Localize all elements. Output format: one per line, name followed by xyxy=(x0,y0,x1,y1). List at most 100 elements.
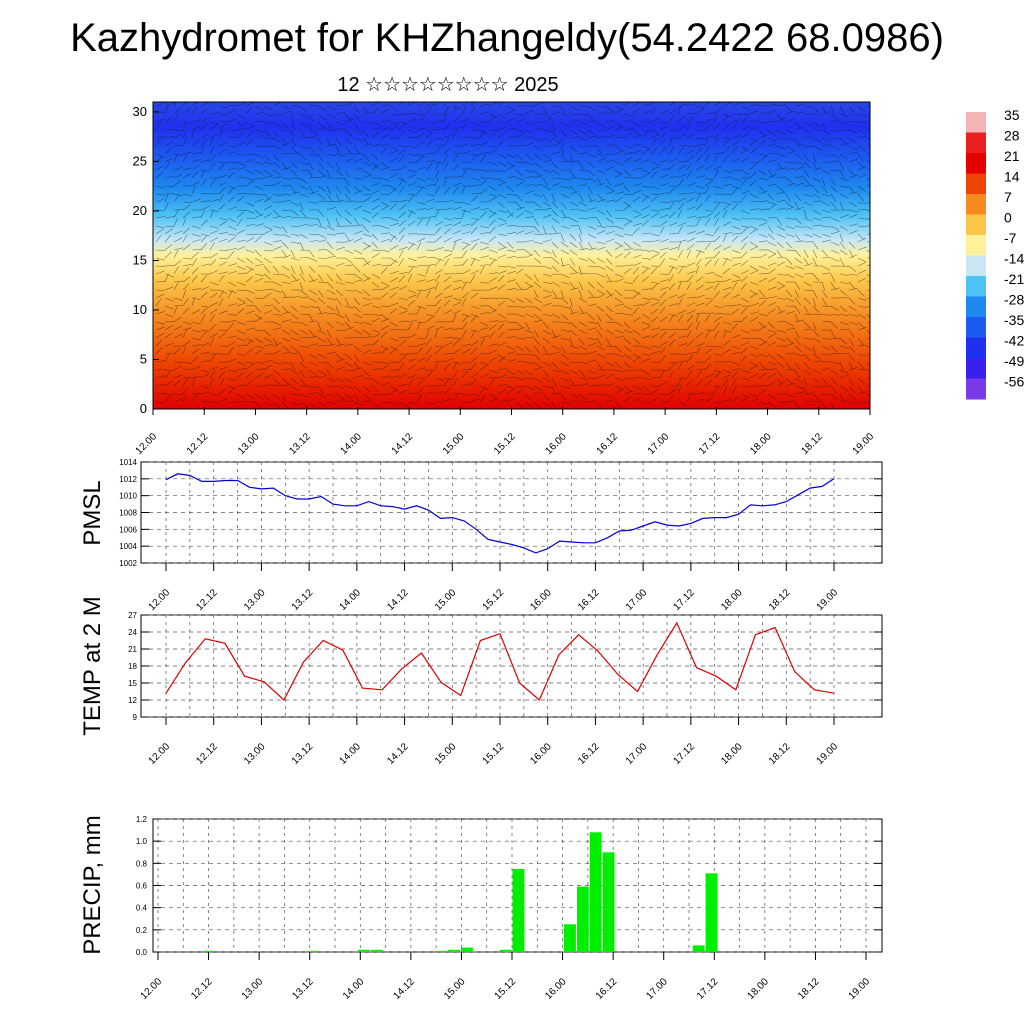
wind-vector xyxy=(362,193,372,196)
wind-vector xyxy=(596,111,606,115)
wind-vector xyxy=(155,193,165,196)
wind-vector xyxy=(758,289,766,297)
wind-vector xyxy=(848,201,857,207)
wind-vector xyxy=(668,274,674,283)
wind-vector xyxy=(254,337,263,343)
wind-vector xyxy=(650,233,660,237)
wind-vector xyxy=(758,208,768,211)
y-tick-label: 1010 xyxy=(119,492,137,501)
x-tick-label: 14.12 xyxy=(385,741,411,767)
wind-vector xyxy=(749,398,759,403)
wind-vector xyxy=(326,281,334,289)
wind-vector xyxy=(416,127,426,131)
wind-vector xyxy=(857,153,864,162)
wind-vector xyxy=(677,239,687,243)
wind-vector xyxy=(650,161,660,166)
x-tick-label: 16.12 xyxy=(595,431,621,457)
wind-vector xyxy=(290,145,297,154)
wind-vector xyxy=(587,207,597,211)
wind-vector xyxy=(290,313,299,320)
wind-vector xyxy=(488,324,497,331)
wind-vector xyxy=(596,182,606,187)
wind-vector xyxy=(506,369,515,376)
wind-vector xyxy=(767,373,776,379)
wind-vector xyxy=(704,355,712,363)
wind-vector xyxy=(335,104,345,107)
wind-vector xyxy=(632,143,642,147)
wind-vector xyxy=(209,121,219,125)
wind-vector xyxy=(578,193,584,202)
wind-vector xyxy=(641,103,651,107)
wind-vector xyxy=(524,321,530,330)
wind-vector xyxy=(245,233,255,236)
wind-vector xyxy=(776,261,786,267)
y-axis-label: PRECIP, mm xyxy=(79,815,106,955)
wind-vector xyxy=(182,283,190,291)
wind-vector xyxy=(425,193,435,197)
wind-vector xyxy=(416,241,422,251)
wind-vector xyxy=(560,313,569,321)
wind-vector xyxy=(848,120,858,123)
wind-vector xyxy=(596,337,602,347)
x-tick-label: 19.00 xyxy=(815,741,841,767)
wind-vector xyxy=(506,185,515,193)
wind-vector xyxy=(677,401,687,405)
wind-vector xyxy=(812,337,822,343)
wind-vector xyxy=(236,401,246,403)
wind-vector xyxy=(191,159,201,163)
wind-vector xyxy=(218,388,227,395)
wind-vector xyxy=(767,401,776,408)
wind-vector xyxy=(515,401,524,408)
wind-vector xyxy=(767,308,776,315)
wind-vector xyxy=(740,209,750,214)
wind-vector xyxy=(767,380,776,387)
wind-vector xyxy=(254,263,264,267)
wind-vector xyxy=(614,273,624,278)
wind-vector xyxy=(353,249,363,255)
wind-vector xyxy=(659,355,667,363)
wind-vector xyxy=(740,260,749,267)
wind-vector xyxy=(434,137,444,141)
wind-vector xyxy=(830,305,839,312)
wind-vector xyxy=(713,251,721,259)
wind-vector xyxy=(200,209,206,219)
wind-vector xyxy=(245,297,254,304)
wind-vector xyxy=(587,233,597,239)
wind-vector xyxy=(767,137,777,142)
wind-vector xyxy=(425,371,433,379)
wind-vector xyxy=(164,193,169,203)
wind-vector xyxy=(461,322,468,331)
wind-vector xyxy=(560,193,570,199)
wind-vector xyxy=(740,126,750,131)
wind-vector xyxy=(362,233,372,238)
wind-vector xyxy=(677,124,686,131)
wind-vector xyxy=(677,225,683,235)
colorbar-label: 14 xyxy=(1004,169,1020,185)
wind-vector xyxy=(614,303,624,307)
wind-vector xyxy=(596,281,604,289)
wind-vector xyxy=(605,280,615,283)
wind-vector xyxy=(794,153,803,160)
wind-vector xyxy=(668,283,676,291)
wind-vector xyxy=(605,231,615,235)
wind-vector xyxy=(812,113,822,116)
wind-vector xyxy=(830,249,840,254)
wind-vector xyxy=(659,201,669,203)
x-tick-label: 12.00 xyxy=(134,431,160,457)
wind-vector xyxy=(542,113,552,118)
wind-vector xyxy=(821,297,828,306)
y-axis-label: PMSL xyxy=(79,480,106,545)
wind-vector xyxy=(524,153,533,160)
wind-vector xyxy=(839,177,849,181)
wind-vector xyxy=(218,162,226,171)
wind-vector xyxy=(497,331,505,339)
wind-vector xyxy=(155,225,165,229)
wind-vector xyxy=(407,153,417,156)
x-tick-label: 18.12 xyxy=(767,741,793,767)
wind-vector xyxy=(803,321,811,329)
wind-vector xyxy=(272,246,282,251)
wind-vector xyxy=(542,393,550,401)
wind-vector xyxy=(857,257,867,263)
wind-vector xyxy=(542,249,552,254)
wind-vector xyxy=(371,153,379,161)
